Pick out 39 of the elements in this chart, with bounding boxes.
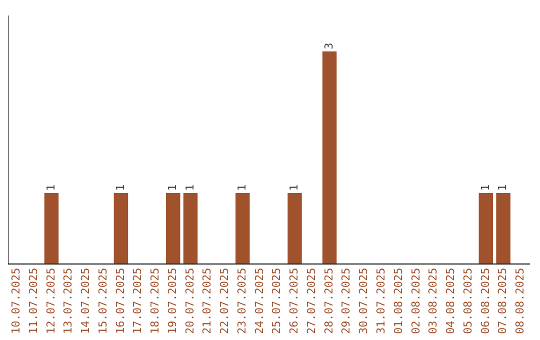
x-tick-label: 22.07.2025 <box>218 268 232 334</box>
x-tick-label: 30.07.2025 <box>357 268 370 334</box>
x-tick-label: 27.07.2025 <box>304 268 318 334</box>
data-label: 1 <box>44 184 58 191</box>
x-tick-label: 31.07.2025 <box>374 268 388 334</box>
data-label: 1 <box>288 184 301 191</box>
x-tick-label: 06.08.2025 <box>478 268 492 334</box>
x-tick-label: 18.07.2025 <box>148 268 162 334</box>
x-tick-label: 28.07.2025 <box>322 268 336 334</box>
data-label: 1 <box>496 184 510 191</box>
x-tick-label: 29.07.2025 <box>340 268 353 334</box>
x-tick-label: 15.07.2025 <box>96 268 110 334</box>
x-tick-label: 01.08.2025 <box>392 268 405 334</box>
data-label: 3 <box>322 42 336 50</box>
x-tick-label: 10.07.2025 <box>10 268 23 334</box>
x-tick-label: 05.08.2025 <box>461 268 474 334</box>
x-tick-label: 25.07.2025 <box>270 268 284 334</box>
x-tick-label: 13.07.2025 <box>62 268 75 334</box>
x-tick-label: 02.08.2025 <box>409 268 422 334</box>
x-tick-label: 19.07.2025 <box>166 268 179 334</box>
x-tick-label: 24.07.2025 <box>252 268 266 334</box>
x-tick-label: 03.08.2025 <box>426 268 440 334</box>
x-tick-label: 21.07.2025 <box>200 268 214 334</box>
data-label: 1 <box>478 184 492 191</box>
x-tick-label: 20.07.2025 <box>183 268 196 334</box>
x-tick-label: 08.08.2025 <box>514 268 527 334</box>
x-tick-label: 17.07.2025 <box>131 268 144 334</box>
x-tick-label: 16.07.2025 <box>114 268 127 334</box>
data-label: 1 <box>235 184 248 191</box>
data-label: 1 <box>114 184 127 191</box>
data-label: 1 <box>183 184 196 191</box>
x-tick-label: 11.07.2025 <box>26 268 40 334</box>
x-tick-label: 26.07.2025 <box>288 268 301 334</box>
x-tick-label: 23.07.2025 <box>235 268 248 334</box>
x-tick-label: 04.08.2025 <box>444 268 458 334</box>
data-label: 1 <box>166 184 179 191</box>
x-tick-label: 07.08.2025 <box>496 268 510 334</box>
x-tick-label: 14.07.2025 <box>79 268 92 334</box>
x-tick-label: 12.07.2025 <box>44 268 58 334</box>
